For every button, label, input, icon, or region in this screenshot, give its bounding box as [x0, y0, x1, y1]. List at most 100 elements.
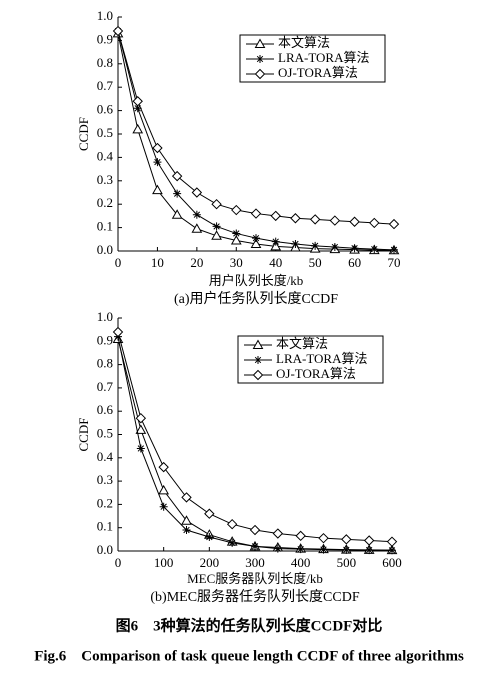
- marker-star: [133, 104, 142, 113]
- legend-marker: [254, 38, 266, 48]
- y-axis-label: CCDF: [76, 117, 91, 151]
- figure-caption-cn: 图6 3种算法的任务队列长度CCDF对比: [116, 616, 383, 634]
- x-tick-label: 10: [151, 255, 164, 270]
- marker-diamond: [211, 198, 222, 210]
- x-tick-label: 60: [348, 255, 361, 270]
- x-tick-label: 100: [154, 555, 174, 570]
- marker-star: [296, 545, 305, 554]
- marker-diamond: [112, 326, 124, 338]
- x-tick-label: 20: [190, 255, 203, 270]
- y-tick-label: 0.8: [97, 55, 113, 70]
- marker-star: [153, 158, 162, 167]
- chart-caption: (b)MEC服务器任务队列长度CCDF: [150, 589, 359, 605]
- x-tick-label: 50: [309, 255, 322, 270]
- y-tick-label: 0.0: [97, 542, 113, 557]
- legend-label: LRA-TORA算法: [278, 50, 369, 65]
- marker-star: [212, 222, 221, 231]
- y-tick-label: 0.9: [97, 332, 113, 347]
- marker-triangle: [270, 240, 282, 251]
- marker-triangle: [191, 223, 203, 233]
- marker-diamond: [341, 534, 352, 545]
- legend-label: LRA-TORA算法: [276, 351, 367, 366]
- marker-triangle: [181, 515, 192, 525]
- marker-diamond: [226, 518, 238, 530]
- marker-diamond: [290, 213, 301, 224]
- marker-diamond: [295, 530, 306, 542]
- legend-label: 本文算法: [276, 336, 328, 351]
- marker-star: [159, 502, 168, 511]
- marker-triangle: [250, 238, 262, 248]
- legend-marker: [254, 356, 262, 364]
- marker-star: [319, 545, 328, 554]
- marker-star: [173, 189, 182, 198]
- y-tick-label: 0.4: [97, 449, 114, 464]
- y-tick-label: 0.2: [97, 495, 113, 510]
- marker-star: [271, 237, 280, 246]
- marker-diamond: [272, 528, 284, 539]
- marker-triangle: [230, 234, 242, 245]
- x-tick-label: 40: [269, 255, 282, 270]
- marker-diamond: [309, 214, 321, 225]
- marker-diamond: [388, 218, 400, 230]
- y-tick-label: 0.3: [97, 472, 113, 487]
- x-tick-label: 0: [115, 555, 122, 570]
- marker-triangle: [211, 230, 222, 240]
- marker-diamond: [318, 532, 329, 544]
- marker-diamond: [158, 461, 169, 473]
- marker-diamond: [369, 217, 380, 229]
- y-tick-label: 0.0: [97, 242, 113, 257]
- y-tick-label: 1.0: [97, 8, 113, 23]
- marker-diamond: [135, 412, 147, 424]
- marker-triangle: [135, 424, 147, 434]
- y-tick-label: 0.1: [97, 519, 113, 534]
- x-tick-label: 500: [337, 555, 357, 570]
- legend-marker: [252, 369, 264, 381]
- marker-diamond: [349, 216, 360, 227]
- marker-diamond: [191, 187, 203, 198]
- marker-star: [342, 545, 351, 554]
- x-axis-label: 用户队列长度/kb: [209, 273, 304, 288]
- y-tick-label: 0.7: [97, 379, 114, 394]
- marker-diamond: [171, 170, 183, 182]
- marker-diamond: [152, 142, 163, 154]
- marker-diamond: [112, 25, 124, 37]
- y-tick-label: 1.0: [97, 309, 113, 324]
- legend-label: OJ-TORA算法: [278, 65, 358, 80]
- marker-star: [365, 546, 374, 555]
- y-axis-label: CCDF: [76, 418, 91, 452]
- marker-star: [291, 239, 300, 248]
- x-tick-label: 0: [115, 255, 122, 270]
- y-tick-label: 0.4: [97, 148, 114, 163]
- legend-label: 本文算法: [278, 35, 330, 50]
- legend-marker: [256, 55, 264, 63]
- marker-star: [252, 234, 260, 243]
- y-tick-label: 0.9: [97, 31, 113, 46]
- marker-diamond: [329, 215, 341, 226]
- y-tick-label: 0.2: [97, 195, 113, 210]
- y-tick-label: 0.6: [97, 402, 114, 417]
- marker-diamond: [270, 210, 281, 222]
- marker-triangle: [132, 123, 144, 134]
- x-tick-label: 30: [230, 255, 243, 270]
- marker-triangle: [152, 184, 163, 195]
- legend-marker: [254, 68, 266, 80]
- marker-diamond: [250, 208, 262, 219]
- x-tick-label: 400: [291, 555, 311, 570]
- marker-star: [182, 526, 191, 535]
- figure-caption-en: Fig.6 Comparison of task queue length CC…: [34, 648, 464, 664]
- marker-triangle: [158, 484, 170, 495]
- marker-star: [330, 243, 339, 252]
- marker-triangle: [171, 209, 183, 219]
- y-tick-label: 0.1: [97, 219, 113, 234]
- marker-star: [136, 444, 145, 453]
- marker-star: [311, 241, 320, 250]
- legend-label: OJ-TORA算法: [276, 366, 356, 381]
- y-tick-label: 0.6: [97, 102, 114, 117]
- marker-diamond: [132, 96, 143, 107]
- marker-diamond: [231, 204, 242, 216]
- marker-star: [273, 544, 282, 553]
- marker-diamond: [363, 535, 375, 546]
- x-axis-label: MEC服务器队列长度/kb: [187, 571, 323, 586]
